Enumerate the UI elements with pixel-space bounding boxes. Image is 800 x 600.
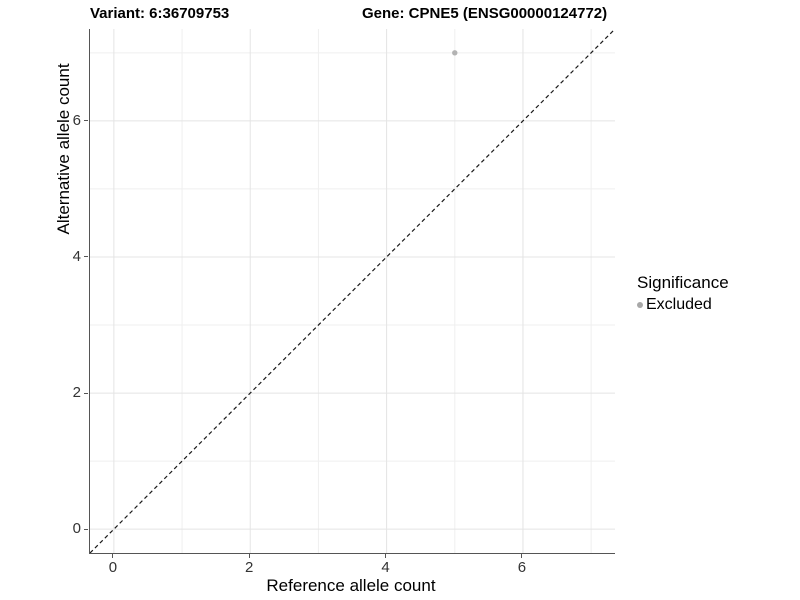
plot-title-variant: Variant: 6:36709753 — [90, 5, 230, 22]
x-axis-tick — [385, 554, 387, 558]
y-axis-label: Alternative allele count — [54, 63, 73, 235]
plot-panel — [89, 29, 615, 554]
x-axis-tick — [112, 554, 114, 558]
y-axis-tick — [84, 528, 88, 530]
x-axis-label: Reference allele count — [266, 576, 436, 595]
x-axis-tick — [248, 554, 250, 558]
plot-panel-canvas — [90, 29, 615, 553]
x-axis-tick — [521, 554, 523, 558]
x-axis-tick-label: 6 — [517, 559, 527, 576]
plot-title-gene: Gene: CPNE5 (ENSG00000124772) — [362, 5, 608, 22]
legend-title: Significance — [637, 273, 729, 292]
y-axis-tick — [84, 256, 88, 258]
y-axis-tick-label: 6 — [72, 111, 81, 129]
legend-entry-label: Excluded — [646, 296, 712, 313]
y-axis-tick-label: 0 — [72, 520, 81, 538]
x-axis-tick-label: 0 — [108, 559, 118, 576]
x-axis-tick-label: 4 — [381, 559, 390, 576]
y-axis-tick — [84, 392, 88, 394]
data-point-excluded — [452, 50, 458, 56]
x-axis-tick-label: 2 — [245, 559, 254, 576]
y-axis-tick-label: 4 — [72, 247, 81, 265]
legend-entry-excluded: Excluded — [637, 296, 729, 314]
identity-dashed-line — [90, 29, 615, 553]
y-axis-tick — [84, 120, 88, 122]
legend-key-point-icon — [637, 302, 643, 308]
legend: Significance Excluded — [637, 273, 729, 314]
y-axis-tick-label: 2 — [72, 384, 81, 402]
